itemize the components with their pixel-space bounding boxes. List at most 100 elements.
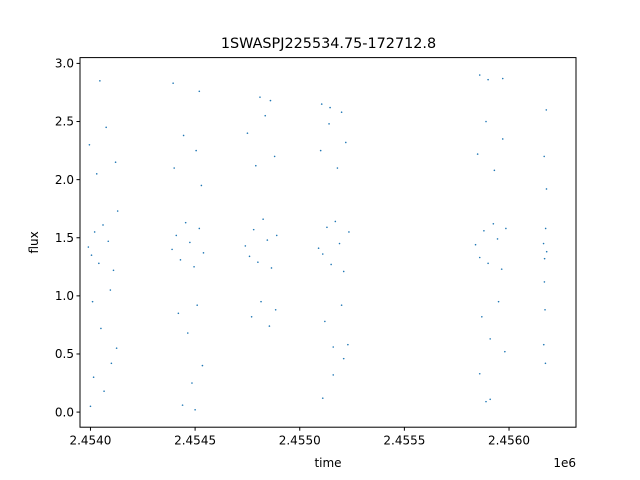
chart-title: 1SWASPJ225534.75-172712.8 bbox=[221, 36, 436, 52]
data-point bbox=[116, 210, 119, 212]
data-point bbox=[202, 252, 205, 254]
points-layer bbox=[87, 74, 548, 411]
data-point bbox=[200, 184, 203, 187]
data-point bbox=[262, 218, 264, 220]
data-point bbox=[182, 134, 185, 137]
data-point bbox=[478, 74, 481, 76]
y-tick-label: 0.0 bbox=[55, 405, 74, 419]
data-point bbox=[497, 300, 500, 303]
data-point bbox=[193, 266, 195, 268]
data-point bbox=[320, 103, 323, 105]
data-point bbox=[184, 221, 187, 224]
data-point bbox=[173, 167, 175, 169]
x-axis: 2.4540 2.4545 2.4550 2.4555 2.4560 bbox=[69, 427, 530, 448]
data-point bbox=[95, 173, 98, 175]
x-tick-label: 2.4555 bbox=[383, 434, 425, 448]
data-point bbox=[338, 242, 341, 245]
data-point bbox=[321, 397, 324, 399]
data-point bbox=[194, 408, 196, 411]
data-point bbox=[542, 343, 545, 346]
data-point bbox=[90, 254, 93, 256]
y-tick-label: 1.5 bbox=[55, 231, 74, 245]
data-point bbox=[544, 309, 546, 311]
data-point bbox=[103, 390, 105, 392]
x-axis-label: time bbox=[314, 456, 341, 470]
data-point bbox=[115, 347, 118, 349]
data-point bbox=[493, 169, 496, 172]
data-point bbox=[317, 247, 320, 250]
data-point bbox=[92, 376, 95, 379]
data-point bbox=[171, 248, 173, 251]
y-axis: 0.0 0.5 1.0 1.5 2.0 2.5 3.0 bbox=[55, 57, 80, 419]
data-point bbox=[348, 231, 350, 233]
data-point bbox=[201, 364, 204, 367]
plot-frame bbox=[79, 57, 577, 428]
data-point bbox=[91, 300, 94, 303]
data-point bbox=[504, 350, 506, 353]
data-point bbox=[186, 332, 189, 334]
data-point bbox=[252, 228, 255, 231]
data-point bbox=[321, 253, 324, 255]
y-tick-label: 3.0 bbox=[55, 57, 74, 71]
data-point bbox=[110, 362, 113, 365]
data-point bbox=[177, 312, 180, 315]
data-point bbox=[248, 255, 251, 258]
data-point bbox=[545, 250, 548, 253]
data-point bbox=[487, 78, 489, 81]
data-point bbox=[264, 114, 267, 117]
data-point bbox=[485, 120, 487, 123]
data-point bbox=[324, 320, 326, 323]
data-point bbox=[332, 374, 335, 376]
data-point bbox=[89, 405, 92, 408]
data-point bbox=[273, 155, 276, 158]
data-point bbox=[328, 123, 330, 125]
data-point bbox=[478, 372, 481, 375]
data-point bbox=[543, 257, 546, 260]
x-tick-label: 2.4550 bbox=[279, 434, 321, 448]
data-point bbox=[255, 164, 257, 167]
data-point bbox=[332, 346, 335, 348]
data-point bbox=[189, 241, 191, 244]
data-point bbox=[112, 269, 115, 272]
data-point bbox=[326, 226, 328, 229]
y-axis-label: flux bbox=[27, 231, 41, 253]
data-point bbox=[266, 239, 269, 241]
data-point bbox=[98, 262, 100, 265]
data-point bbox=[489, 398, 491, 401]
y-tick-label: 2.0 bbox=[55, 173, 74, 187]
data-point bbox=[483, 229, 485, 232]
data-point bbox=[505, 227, 507, 230]
data-point bbox=[88, 143, 91, 146]
data-point bbox=[100, 327, 102, 330]
data-point bbox=[198, 90, 201, 93]
data-point bbox=[342, 357, 345, 360]
data-point bbox=[334, 220, 337, 223]
data-point bbox=[244, 245, 247, 247]
data-point bbox=[544, 362, 547, 365]
data-point bbox=[543, 281, 546, 283]
data-point bbox=[102, 224, 104, 226]
data-point bbox=[250, 315, 253, 318]
data-point bbox=[481, 315, 483, 318]
x-tick-label: 2.4545 bbox=[174, 434, 216, 448]
data-point bbox=[198, 227, 201, 230]
data-point bbox=[93, 231, 96, 233]
data-point bbox=[270, 267, 273, 269]
data-point bbox=[269, 99, 272, 102]
data-point bbox=[107, 240, 110, 243]
data-point bbox=[195, 149, 197, 152]
y-tick-label: 2.5 bbox=[55, 115, 74, 129]
data-point bbox=[260, 300, 262, 303]
data-point bbox=[478, 256, 481, 259]
data-point bbox=[175, 234, 178, 237]
data-point bbox=[501, 138, 504, 140]
y-tick-label: 0.5 bbox=[55, 347, 74, 361]
data-point bbox=[330, 263, 332, 266]
data-point bbox=[489, 338, 491, 340]
data-point bbox=[246, 132, 249, 134]
data-point bbox=[474, 243, 477, 246]
data-point bbox=[179, 259, 182, 261]
data-point bbox=[340, 304, 343, 306]
data-point bbox=[105, 126, 107, 129]
